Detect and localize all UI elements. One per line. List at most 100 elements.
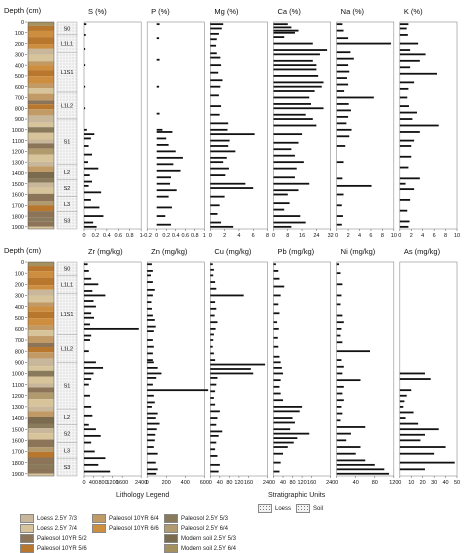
x-tick-label: 20 (420, 480, 426, 486)
data-bar (273, 461, 281, 464)
data-bar (273, 85, 322, 88)
lithology-band (28, 221, 54, 227)
data-bar (210, 314, 215, 317)
lithology-band (28, 376, 54, 384)
series-frame (399, 261, 458, 477)
strat-unit-label: S0 (64, 267, 71, 273)
depth-tick-label: 800 (15, 106, 24, 112)
data-bar (273, 103, 312, 105)
x-tick-label: 0 (209, 480, 212, 486)
data-bar (147, 405, 152, 408)
data-bar (84, 174, 90, 176)
lithology-legend-title: Lithology Legend (116, 492, 170, 499)
data-bar (210, 225, 234, 228)
strat-unit-label: L1L2 (61, 104, 73, 110)
data-bar (147, 345, 154, 348)
data-bar (336, 64, 349, 67)
data-bar (210, 441, 217, 444)
data-bar (336, 359, 342, 361)
strat-unit-label: L1L1 (61, 42, 73, 48)
data-bar (156, 176, 171, 179)
data-bar (273, 81, 324, 84)
lithology-band (28, 392, 54, 400)
data-bar (210, 397, 214, 399)
data-bar (399, 145, 412, 147)
x-tick-label: 32 (328, 233, 334, 239)
x-tick-label: 16 (299, 233, 305, 239)
strat-legend-title: Stratigraphic Units (268, 492, 326, 499)
x-tick-label: 0.2 (92, 233, 100, 239)
data-bar (273, 446, 288, 448)
legend-label: Paleosol 2.5Y 5/3 (181, 515, 228, 522)
data-bar (84, 470, 111, 473)
data-bar (399, 428, 439, 431)
data-bar (273, 96, 310, 99)
data-bar (273, 321, 278, 324)
legend-label: Soil (313, 505, 324, 512)
legend-label: Loess (275, 505, 292, 512)
data-bar (336, 419, 341, 422)
x-tick-label: 4 (421, 233, 424, 239)
data-bar (84, 133, 95, 136)
data-bar (273, 221, 306, 224)
data-bar (336, 294, 342, 297)
data-bar (273, 372, 284, 375)
data-bar (84, 294, 106, 297)
data-bar (273, 437, 298, 440)
legend-label: Paleosol 10YR 6/4 (109, 515, 159, 522)
data-bar (210, 281, 216, 283)
data-bar (84, 290, 93, 292)
x-tick-label: 8 (381, 233, 384, 239)
data-bar (273, 167, 297, 170)
lithology-band (28, 100, 54, 105)
x-tick-label: 0.8 (191, 233, 199, 239)
lithology-band (28, 447, 54, 452)
lithology-band (28, 285, 54, 290)
lithology-band (28, 127, 54, 133)
data-bar (399, 42, 419, 45)
data-bar (336, 135, 350, 138)
data-bar (399, 417, 406, 419)
x-tick-label: 0 (209, 233, 212, 239)
data-bar (147, 307, 152, 310)
lithology-band (28, 226, 54, 229)
data-bar (156, 163, 174, 166)
data-bar (273, 225, 292, 228)
data-bar (336, 193, 344, 196)
data-bar (210, 204, 220, 207)
data-bar (336, 57, 354, 60)
legend-swatch (164, 534, 178, 543)
x-tick-label: 6 (433, 233, 436, 239)
data-bar (84, 180, 93, 183)
lithology-band (28, 161, 54, 167)
depth-tick-label: 1900 (12, 225, 24, 231)
data-bar (147, 359, 153, 361)
x-tick-label: 0 (335, 233, 338, 239)
data-bar (273, 336, 278, 339)
series-title: K (%) (404, 7, 423, 16)
data-bar (336, 115, 349, 118)
data-bar (210, 327, 216, 330)
series-frame (336, 261, 395, 477)
data-bar (399, 166, 409, 169)
data-bar (210, 221, 222, 224)
data-bar (210, 417, 218, 419)
data-bar (84, 215, 104, 217)
legend-label: Paleosol 10YR 6/6 (109, 525, 159, 532)
data-bar (336, 350, 371, 353)
x-tick-label: 8 (286, 233, 289, 239)
data-bar (210, 56, 221, 59)
data-bar (273, 410, 300, 413)
data-bar (273, 189, 299, 192)
lithology-band (28, 143, 54, 149)
data-bar (336, 184, 372, 187)
x-tick-label: 1 (140, 233, 143, 239)
data-bar (273, 361, 281, 364)
depth-tick-label: 300 (15, 53, 24, 59)
data-bar (84, 339, 90, 341)
data-bar (273, 113, 306, 116)
legend-item-paleosol-10yr-5-6: Paleosol 10YR 5/6 (20, 544, 87, 553)
data-bar (336, 23, 343, 26)
data-bar (210, 44, 217, 47)
lithology-band (28, 473, 54, 476)
